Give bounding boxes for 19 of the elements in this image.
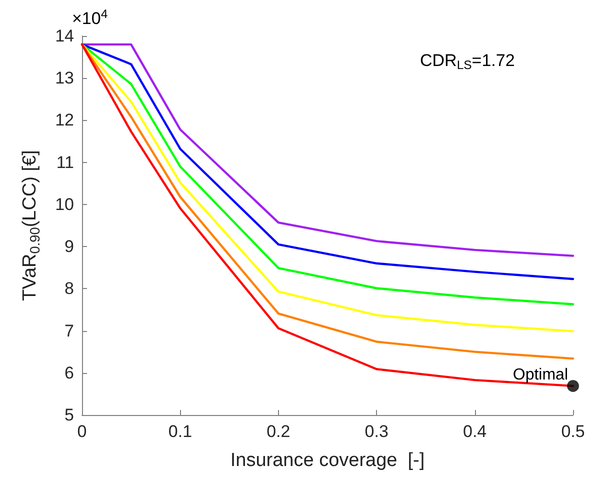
y-tick-label: 5 bbox=[64, 406, 74, 424]
x-tick-label: 0.4 bbox=[462, 422, 487, 441]
y-tick-label: 11 bbox=[56, 152, 74, 172]
y-tick-label: 12 bbox=[55, 110, 74, 130]
x-tick-label: 0 bbox=[77, 422, 87, 441]
y-tick-label: 14 bbox=[55, 26, 74, 46]
x-axis-title: Insurance coverage [-] bbox=[230, 450, 425, 471]
x-tick-label: 0.5 bbox=[561, 422, 585, 441]
y-tick-label: 10 bbox=[55, 194, 74, 214]
x-tick-label: 0.3 bbox=[364, 422, 388, 441]
y-tick-label: 9 bbox=[64, 237, 74, 256]
y-tick-label: 8 bbox=[64, 279, 74, 298]
y-tick-label: 7 bbox=[64, 321, 74, 340]
x-tick-label: 0.2 bbox=[266, 422, 290, 441]
x-tick-label: 0.1 bbox=[168, 422, 192, 441]
y-axis-title: TVaR0.90(LCC) [€] bbox=[19, 150, 42, 301]
y-tick-label: 13 bbox=[55, 68, 74, 88]
y-tick-label: 6 bbox=[64, 363, 74, 382]
annotation: Optimal bbox=[512, 366, 568, 384]
